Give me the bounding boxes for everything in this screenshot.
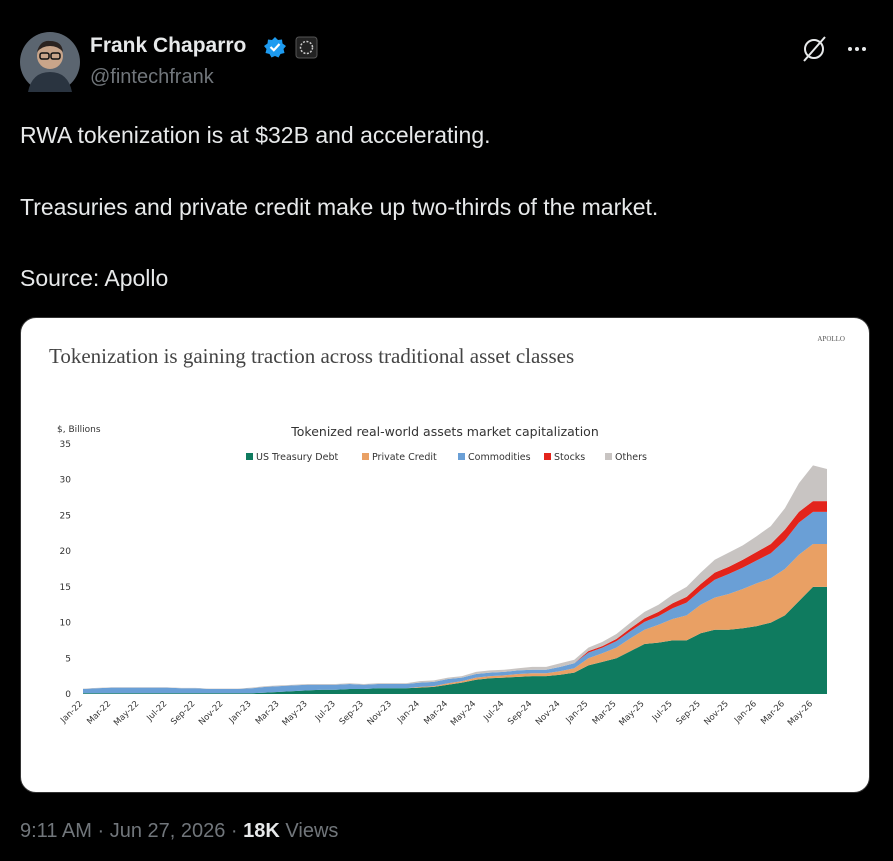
x-tick-label: Jan-24 <box>395 699 422 726</box>
x-tick-label: Nov-25 <box>702 699 730 727</box>
x-tick-label: Sep-25 <box>675 699 703 727</box>
x-tick-label: Nov-22 <box>197 699 225 727</box>
tweet-text: RWA tokenization is at $32B and accelera… <box>20 122 491 148</box>
badges <box>264 36 318 59</box>
y-axis-label: $, Billions <box>57 425 101 435</box>
x-tick-label: Mar-26 <box>759 699 787 727</box>
x-tick-label: Jul-22 <box>144 699 169 724</box>
x-tick-label: May-22 <box>112 699 141 728</box>
x-tick-label: Jan-22 <box>58 699 85 726</box>
separator: · <box>97 820 105 842</box>
chart: APOLLO Tokenization is gaining traction … <box>49 335 845 728</box>
x-tick-label: Jan-23 <box>227 699 254 726</box>
x-tick-label: Sep-22 <box>169 699 197 727</box>
separator: · <box>230 820 238 842</box>
post-time[interactable]: 9:11 AM <box>20 820 92 842</box>
card-title: Tokenization is gaining traction across … <box>49 344 574 368</box>
x-tick-label: Nov-24 <box>534 699 562 727</box>
media-card[interactable]: APOLLO Tokenization is gaining traction … <box>20 317 870 793</box>
area-series <box>83 544 827 694</box>
tweet-text: Source: Apollo <box>20 265 169 291</box>
avatar[interactable] <box>20 32 80 92</box>
y-tick-label: 15 <box>60 583 71 593</box>
brand: APOLLO <box>817 335 845 343</box>
view-count: 18K <box>243 820 280 842</box>
y-tick-label: 20 <box>60 547 72 557</box>
y-tick-label: 10 <box>60 619 72 629</box>
x-tick-label: Jan-26 <box>732 699 759 726</box>
views-label: Views <box>285 820 339 842</box>
x-tick-label: Mar-23 <box>254 699 282 727</box>
area-series <box>83 586 827 694</box>
legend-swatch <box>362 453 369 460</box>
legend-label: US Treasury Debt <box>256 452 338 463</box>
legend-swatch <box>246 453 253 460</box>
legend-label: Commodities <box>468 452 531 463</box>
legend-label: Private Credit <box>372 452 437 463</box>
x-tick-label: May-25 <box>617 699 646 728</box>
x-tick-label: Mar-24 <box>422 699 450 727</box>
x-tick-label: Mar-22 <box>85 699 113 727</box>
post-date[interactable]: Jun 27, 2026 <box>109 820 226 842</box>
y-tick-label: 0 <box>65 690 71 700</box>
legend-swatch <box>458 453 465 460</box>
x-tick-label: May-23 <box>281 699 310 728</box>
legend-swatch <box>544 453 551 460</box>
author-name[interactable]: Frank Chaparro <box>90 34 247 57</box>
x-tick-label: Sep-24 <box>506 699 534 727</box>
x-tick-label: May-24 <box>449 699 478 728</box>
x-tick-label: Jul-23 <box>313 699 338 724</box>
tweet-actions[interactable] <box>800 34 875 64</box>
y-tick-label: 25 <box>60 511 71 521</box>
x-tick-label: Jul-24 <box>481 699 506 724</box>
x-tick-label: May-26 <box>786 699 815 728</box>
y-tick-label: 35 <box>60 440 71 450</box>
y-tick-label: 30 <box>60 476 72 486</box>
y-tick-label: 5 <box>65 654 71 664</box>
x-tick-label: Mar-25 <box>591 699 619 727</box>
post-meta: 9:11 AM · Jun 27, 2026 · 18K Views <box>20 820 338 843</box>
author-handle[interactable]: @fintechfrank <box>90 66 214 88</box>
x-tick-label: Nov-23 <box>365 699 393 727</box>
legend-label: Others <box>615 452 647 463</box>
tweet-text: Treasuries and private credit make up tw… <box>20 194 659 220</box>
x-tick-label: Jan-25 <box>564 699 591 726</box>
legend-swatch <box>605 453 612 460</box>
chart-title: Tokenized real-world assets market capit… <box>290 424 599 439</box>
x-tick-label: Jul-25 <box>650 699 675 724</box>
x-tick-label: Sep-23 <box>338 699 366 727</box>
legend-label: Stocks <box>554 452 585 463</box>
